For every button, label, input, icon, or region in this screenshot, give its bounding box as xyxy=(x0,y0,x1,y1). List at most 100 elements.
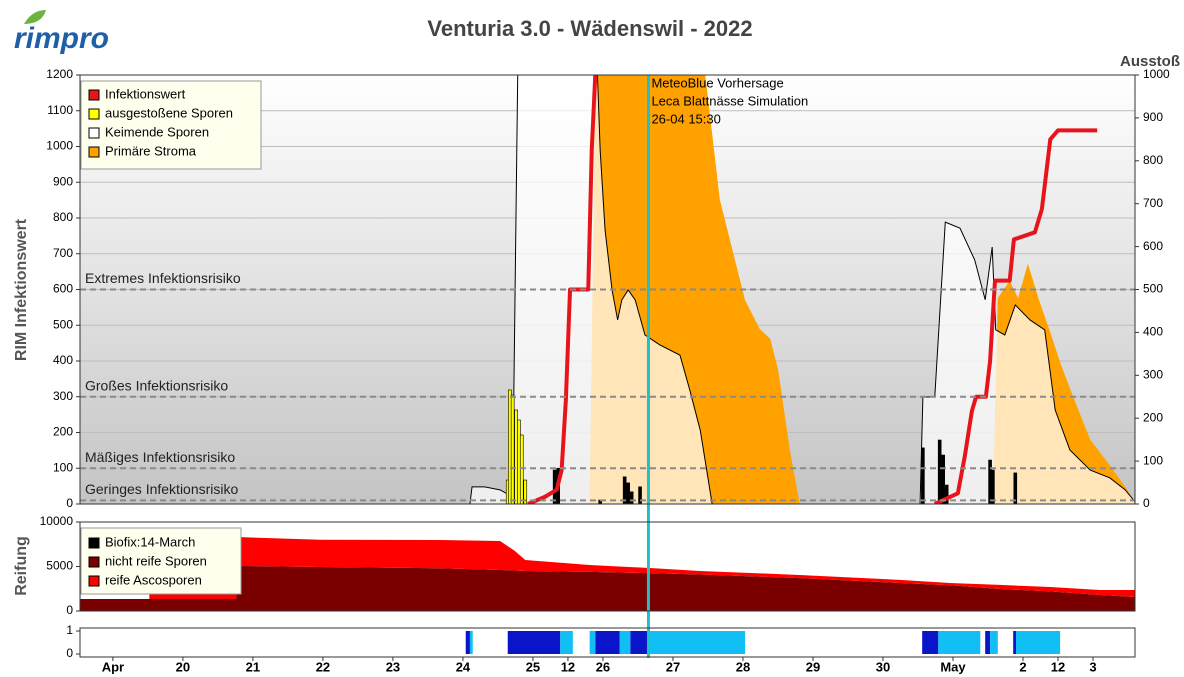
bar xyxy=(626,482,630,504)
legend-swatch xyxy=(88,146,100,158)
plot-frame xyxy=(79,627,1136,658)
x-tick-label: May xyxy=(940,659,966,674)
bar xyxy=(937,439,942,504)
logo: rimpro xyxy=(14,22,109,55)
x-tick-label: 26 xyxy=(596,659,610,674)
x-tick-label: 27 xyxy=(666,659,680,674)
chart-title: Venturia 3.0 - Wädenswil - 2022 xyxy=(427,16,752,41)
x-tick-label: Apr xyxy=(102,659,124,674)
y-tick-label: 800 xyxy=(53,210,73,224)
y2-tick-label: 100 xyxy=(1143,453,1163,467)
area xyxy=(80,565,1135,611)
legend xyxy=(80,80,262,170)
x-tick-label: 12 xyxy=(561,659,575,674)
legend-swatch xyxy=(88,108,100,120)
segment xyxy=(990,631,998,654)
y-tick-label: 900 xyxy=(53,174,73,188)
bar xyxy=(638,486,642,504)
annotation: MeteoBlue Vorhersage xyxy=(651,75,783,90)
annotation: 26-04 15:30 xyxy=(651,111,720,126)
legend-swatch xyxy=(88,575,100,587)
y-tick-label: 100 xyxy=(53,460,73,474)
logo-leaf xyxy=(24,10,46,24)
segment xyxy=(1015,631,1061,654)
y2-axis-label: Ausstoß xyxy=(1120,53,1180,70)
legend-label: Keimende Sporen xyxy=(105,124,209,139)
threshold-label: Extremes Infektionsrisiko xyxy=(85,270,241,286)
x-tick-label: 29 xyxy=(806,659,820,674)
legend-label: nicht reife Sporen xyxy=(105,553,207,568)
segment xyxy=(469,631,473,654)
line xyxy=(527,75,1098,504)
area xyxy=(469,75,1135,504)
x-tick-label: 12 xyxy=(1051,659,1065,674)
y-tick-label: 1100 xyxy=(47,103,73,117)
area xyxy=(80,537,1135,599)
bar xyxy=(519,434,524,504)
segment xyxy=(507,631,561,654)
bar xyxy=(941,454,945,504)
x-tick-label: 21 xyxy=(246,659,260,674)
legend xyxy=(80,527,242,595)
plot-area xyxy=(80,75,1135,504)
segment xyxy=(560,631,573,654)
bar xyxy=(510,394,515,504)
y2-tick-label: 200 xyxy=(1143,410,1163,424)
y-tick-label: 500 xyxy=(53,317,73,331)
segment xyxy=(595,631,620,654)
y-tick-label: 1 xyxy=(66,623,73,637)
segment xyxy=(938,631,981,654)
y-tick-label: 0 xyxy=(66,603,73,617)
x-tick-label: 30 xyxy=(876,659,890,674)
legend-label: Primäre Stroma xyxy=(105,143,197,158)
x-tick-label: 23 xyxy=(386,659,400,674)
y-axis-label: RIM Infektionswert xyxy=(13,218,30,361)
threshold-label: Mäßiges Infektionsrisiko xyxy=(85,449,235,465)
x-tick-label: 20 xyxy=(176,659,190,674)
segment xyxy=(922,631,939,654)
y-tick-label: 600 xyxy=(53,282,73,296)
bar xyxy=(1013,472,1018,504)
overlay: MeteoBlue Vorhersage Leca Blattnässe Simu… xyxy=(80,75,808,658)
bar xyxy=(629,491,634,504)
legend-label: ausgestoßene Sporen xyxy=(105,105,233,120)
segment xyxy=(630,631,650,654)
bar xyxy=(991,469,995,504)
y-tick-label: 10000 xyxy=(40,514,74,528)
segment xyxy=(985,631,991,654)
y-tick-label: 5000 xyxy=(46,559,73,573)
segment xyxy=(619,631,631,654)
legend-swatch xyxy=(88,89,100,101)
y2-tick-label: 1000 xyxy=(1143,67,1170,81)
y-tick-label: 1200 xyxy=(46,67,73,81)
y2-tick-label: 800 xyxy=(1143,153,1163,167)
legend-label: Infektionswert xyxy=(105,86,186,101)
y-tick-label: 700 xyxy=(53,246,73,260)
y-tick-label: 0 xyxy=(66,496,73,510)
x-tick-label: 25 xyxy=(526,659,540,674)
plot-frame xyxy=(79,521,1136,612)
segment xyxy=(1013,631,1016,654)
y2-tick-label: 600 xyxy=(1143,239,1163,253)
legend-label: reife Ascosporen xyxy=(105,572,202,587)
x-tick-label: 2 xyxy=(1019,659,1026,674)
y2-tick-label: 900 xyxy=(1143,110,1163,124)
y2-tick-label: 500 xyxy=(1143,282,1163,296)
x-tick-label: 24 xyxy=(456,659,471,674)
y2-tick-label: 400 xyxy=(1143,325,1163,339)
threshold-label: Großes Infektionsrisiko xyxy=(85,377,228,393)
segment xyxy=(465,631,470,654)
y-tick-label: 0 xyxy=(66,646,73,660)
plot-area xyxy=(80,537,1135,611)
segment xyxy=(589,631,596,654)
y2-tick-label: 0 xyxy=(1143,496,1150,510)
y2-tick-label: 700 xyxy=(1143,196,1163,210)
bar xyxy=(921,447,925,504)
y-tick-label: 1000 xyxy=(46,139,73,153)
y-tick-label: 200 xyxy=(53,425,73,439)
y-axis-label: Reifung xyxy=(13,536,30,596)
legend-swatch xyxy=(88,537,100,549)
threshold-label: Geringes Infektionsrisiko xyxy=(85,481,239,497)
segment xyxy=(649,631,746,654)
legend-label: Biofix:14-March xyxy=(105,534,195,549)
